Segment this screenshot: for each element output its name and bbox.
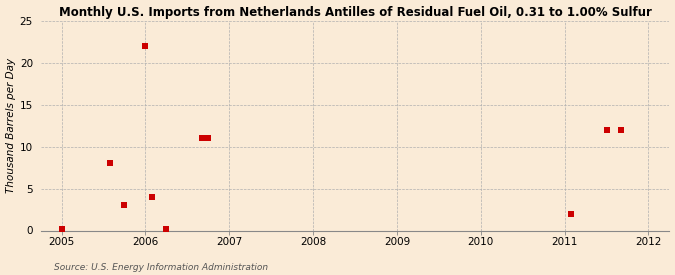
Title: Monthly U.S. Imports from Netherlands Antilles of Residual Fuel Oil, 0.31 to 1.0: Monthly U.S. Imports from Netherlands An… xyxy=(59,6,651,18)
Point xyxy=(566,211,576,216)
Point xyxy=(601,128,612,132)
Point xyxy=(119,203,130,208)
Point xyxy=(161,227,171,231)
Point xyxy=(105,161,115,166)
Point xyxy=(146,195,157,199)
Point xyxy=(140,44,151,48)
Point xyxy=(616,128,626,132)
Point xyxy=(56,227,67,231)
Y-axis label: Thousand Barrels per Day: Thousand Barrels per Day xyxy=(5,58,16,193)
Point xyxy=(196,136,207,141)
Text: Source: U.S. Energy Information Administration: Source: U.S. Energy Information Administ… xyxy=(54,263,268,272)
Point xyxy=(203,136,214,141)
